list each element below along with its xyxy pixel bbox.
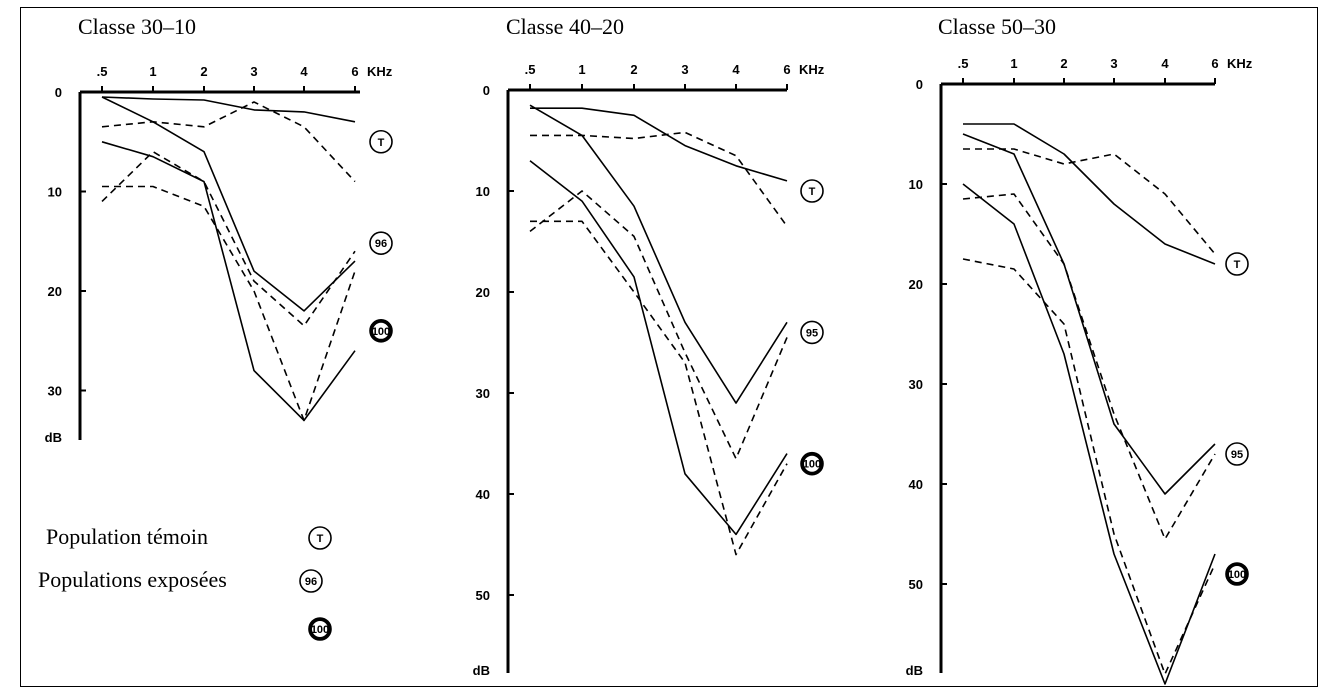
panel-3-y-unit: dB <box>906 663 923 678</box>
legend-control-marker-label: T <box>317 533 324 545</box>
panel-1-series-T-dashed <box>101 101 356 183</box>
legend-exposed-label: Populations exposées <box>38 567 227 592</box>
panel-2-x-tick-label: .5 <box>525 62 536 77</box>
panel-2-x-unit: KHz <box>799 62 825 77</box>
panel-3-marker-100-label: 100 <box>1228 569 1246 581</box>
panel-1-series-96-dashed <box>101 150 356 327</box>
panel-2-y-tick-label: 30 <box>476 386 490 401</box>
panel-1-series-100-solid <box>101 141 356 422</box>
panel-3-series-100-solid <box>962 183 1216 685</box>
panel-1-marker-100-inner <box>373 322 389 339</box>
panel-3-title: Classe 50–30 <box>938 14 1056 39</box>
legend-exposed-marker-96-circle <box>299 569 323 593</box>
panel-3-x-tick-label: 1 <box>1010 56 1017 71</box>
panel-3-series-100-dashed <box>962 258 1216 675</box>
panel-1-marker-96-label: 96 <box>375 238 387 250</box>
panel-3-y-tick-label: 40 <box>909 477 923 492</box>
panel-3-series-T-solid <box>963 123 1216 265</box>
panel-2-x-tick-label: 6 <box>783 62 790 77</box>
panel-1-y-tick-label: 10 <box>48 185 62 200</box>
panel-1-marker-100-label: 100 <box>372 326 390 338</box>
panel-1-x-tick-label: 3 <box>250 64 257 79</box>
panel-2-y-tick-label: 20 <box>476 285 490 300</box>
panel-2-marker-T-circle <box>800 179 824 203</box>
panel-2-title: Classe 40–20 <box>506 14 624 39</box>
panel-3-y-tick-label: 0 <box>916 77 923 92</box>
legend-exposed-marker-100-label: 100 <box>311 624 329 636</box>
panel-3-marker-95-circle <box>1225 442 1249 466</box>
legend-control-marker-circle <box>308 526 332 550</box>
panel-1-y-tick-label: 0 <box>55 85 62 100</box>
panel-2-y-unit: dB <box>473 663 490 678</box>
panel-1-series-96-solid <box>101 96 356 312</box>
panel-2-y-tick-label: 50 <box>476 588 490 603</box>
panel-3-series-T-dashed <box>963 148 1216 255</box>
panel-2-x-tick-label: 4 <box>732 62 740 77</box>
panel-2-marker-T-label: T <box>809 186 816 198</box>
panel-3-x-tick-label: .5 <box>958 56 969 71</box>
panel-3-y-tick-label: 10 <box>909 177 923 192</box>
panel-1-y-unit: dB <box>45 430 62 445</box>
panel-3-marker-T-circle <box>1225 252 1249 276</box>
panel-3-y-tick-label: 30 <box>909 377 923 392</box>
panel-3-y-tick-label: 20 <box>909 277 923 292</box>
panel-2-marker-95-circle <box>800 320 824 345</box>
legend-exposed-marker-100-inner <box>312 621 328 637</box>
panel-2-x-tick-label: 1 <box>578 62 585 77</box>
panel-2-y-tick-label: 10 <box>476 184 490 199</box>
panel-1-x-tick-label: 1 <box>149 64 156 79</box>
panel-3-series-95-dashed <box>962 193 1216 540</box>
panel-3-x-tick-label: 6 <box>1211 56 1218 71</box>
panel-3-x-unit: KHz <box>1227 56 1253 71</box>
panel-2-series-95-solid <box>529 104 788 404</box>
panel-3-marker-100-inner <box>1229 566 1245 582</box>
panel-1-x-tick-label: 2 <box>200 64 207 79</box>
panel-1-series-100-dashed <box>102 185 356 422</box>
panel-2-series-100-solid <box>529 160 788 536</box>
panel-2-marker-100-inner <box>804 455 820 472</box>
panel-1-marker-T-label: T <box>378 137 385 149</box>
panel-1-x-unit: KHz <box>367 64 393 79</box>
panel-1-y-tick-label: 30 <box>48 384 62 399</box>
panel-3-x-tick-label: 3 <box>1110 56 1117 71</box>
panel-1-title: Classe 30–10 <box>78 14 196 39</box>
panel-2-series-T-solid <box>530 107 788 182</box>
panel-1-series-T-solid <box>101 96 356 123</box>
panel-2-series-T-dashed <box>530 131 788 227</box>
legend-control-label: Population témoin <box>46 524 208 549</box>
panel-2-x-tick-label: 2 <box>630 62 637 77</box>
panel-1-marker-96-circle <box>369 231 393 255</box>
panel-1-x-tick-label: 4 <box>300 64 308 79</box>
panel-2-y-tick-label: 0 <box>483 83 490 98</box>
panel-2-x-tick-label: 3 <box>681 62 688 77</box>
panel-3-x-tick-label: 4 <box>1161 56 1169 71</box>
panel-2-marker-100-label: 100 <box>803 459 821 471</box>
panel-3-marker-95-label: 95 <box>1231 449 1243 461</box>
panel-3-series-95-solid <box>962 133 1216 495</box>
panel-2-series-100-dashed <box>530 220 788 556</box>
legend-exposed-marker-96-label: 96 <box>305 576 317 588</box>
panel-2-marker-95-label: 95 <box>806 327 818 339</box>
panel-3-marker-T-label: T <box>1234 259 1241 271</box>
panel-1-x-tick-label: 6 <box>351 64 358 79</box>
panel-1-marker-T-circle <box>369 129 393 154</box>
panel-2-y-tick-label: 40 <box>476 487 490 502</box>
panel-1-y-tick-label: 20 <box>48 284 62 299</box>
panel-2-series-95-dashed <box>529 190 788 460</box>
figure-frame <box>20 7 1318 687</box>
panel-3-x-tick-label: 2 <box>1060 56 1067 71</box>
panel-3-y-tick-label: 50 <box>909 577 923 592</box>
panel-1-x-tick-label: .5 <box>97 64 108 79</box>
